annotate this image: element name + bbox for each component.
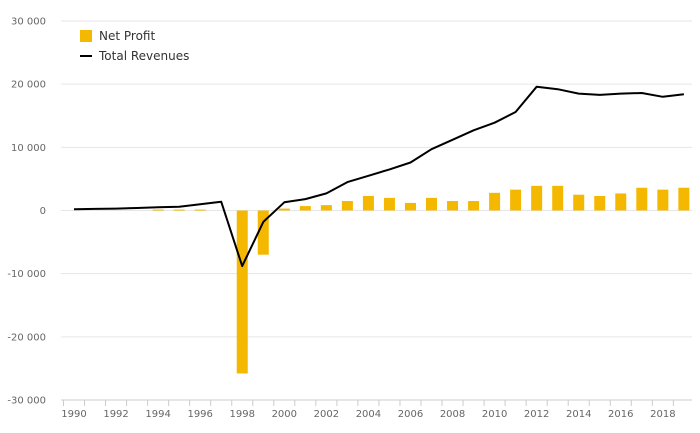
legend-swatch-total-revenues — [80, 55, 92, 57]
legend-label-total-revenues: Total Revenues — [99, 49, 190, 63]
x-tick-label: 2004 — [356, 409, 381, 420]
bar-net-profit-2019[interactable] — [678, 187, 690, 211]
x-tick-label: 2000 — [272, 409, 297, 420]
x-tick-label: 2002 — [314, 409, 339, 420]
x-tick-label: 2010 — [482, 409, 507, 420]
net-profit-bars — [152, 185, 690, 374]
x-tick-label: 2006 — [398, 409, 423, 420]
legend-label-net-profit: Net Profit — [99, 29, 156, 43]
bar-net-profit-2014[interactable] — [573, 194, 585, 211]
x-tick-label: 2012 — [524, 409, 549, 420]
bar-net-profit-2002[interactable] — [320, 205, 332, 211]
bar-net-profit-2016[interactable] — [615, 193, 627, 211]
y-tick-label: 30 000 — [11, 17, 46, 28]
bar-net-profit-2006[interactable] — [404, 202, 416, 211]
bar-net-profit-1996[interactable] — [194, 209, 206, 211]
bar-net-profit-1994[interactable] — [152, 209, 164, 211]
bar-net-profit-1998[interactable] — [236, 210, 248, 374]
bar-net-profit-2015[interactable] — [594, 195, 606, 211]
bar-net-profit-2000[interactable] — [278, 208, 290, 211]
bar-net-profit-2009[interactable] — [468, 201, 480, 211]
y-tick-label: -10 000 — [7, 269, 46, 280]
x-tick-label: 2018 — [650, 409, 675, 420]
x-tick-label: 1998 — [230, 409, 255, 420]
total-revenues-line[interactable] — [73, 85, 685, 268]
bar-net-profit-2008[interactable] — [447, 201, 459, 211]
y-tick-label: 10 000 — [11, 143, 46, 154]
bar-net-profit-2011[interactable] — [510, 189, 522, 211]
total-revenues-line-group — [73, 85, 685, 268]
legend-swatch-net-profit — [80, 30, 92, 42]
bar-net-profit-2010[interactable] — [489, 192, 501, 211]
legend: Net Profit Total Revenues — [80, 26, 189, 66]
y-tick-label: 20 000 — [11, 80, 46, 91]
bar-net-profit-2001[interactable] — [299, 206, 311, 211]
y-tick-label: 0 — [40, 206, 46, 217]
bar-net-profit-2012[interactable] — [531, 185, 543, 211]
legend-item-total-revenues[interactable]: Total Revenues — [80, 46, 189, 66]
x-tick-label: 2008 — [440, 409, 465, 420]
bar-net-profit-1999[interactable] — [257, 210, 269, 255]
bar-net-profit-2005[interactable] — [383, 197, 395, 211]
bar-net-profit-2007[interactable] — [426, 197, 438, 211]
x-tick-label: 1996 — [187, 409, 212, 420]
x-tick-label: 1990 — [61, 409, 86, 420]
x-tick-label: 2014 — [566, 409, 591, 420]
x-tick-label: 1992 — [103, 409, 128, 420]
bar-net-profit-1995[interactable] — [173, 209, 185, 211]
bar-net-profit-2013[interactable] — [552, 185, 564, 211]
bar-net-profit-2004[interactable] — [362, 195, 374, 211]
x-axis: 1990 1992 1994 1996 1998 2000 2002 2004 2006 2008… — [61, 399, 692, 420]
legend-item-net-profit[interactable]: Net Profit — [80, 26, 189, 46]
bar-net-profit-2018[interactable] — [657, 189, 669, 211]
y-axis: 30 000 20 000 10 000 0 -10 000 -20 000 -30 000 — [7, 17, 46, 407]
x-tick-label: 1994 — [145, 409, 170, 420]
x-tick-label: 2016 — [608, 409, 633, 420]
bar-net-profit-2017[interactable] — [636, 187, 648, 211]
y-tick-label: -30 000 — [7, 396, 46, 407]
y-tick-label: -20 000 — [7, 332, 46, 343]
bar-net-profit-2003[interactable] — [341, 201, 353, 211]
